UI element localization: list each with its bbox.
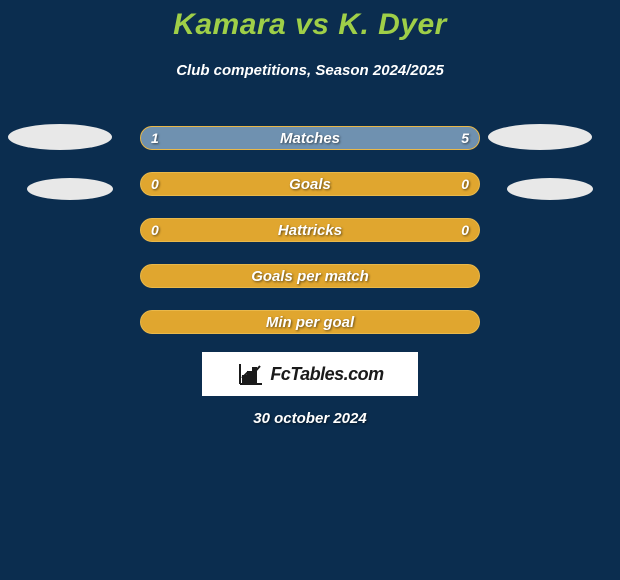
player-photo-placeholder [27,178,113,200]
stat-value-right: 5 [461,127,469,149]
player-photo-placeholder [507,178,593,200]
page-title: Kamara vs K. Dyer [0,0,620,42]
player-photo-placeholder [8,124,112,150]
stat-row: Goals0 0 [140,172,480,196]
fctables-logo-icon [236,360,264,388]
stat-label: Goals per match [141,265,479,287]
stat-label: Matches [141,127,479,149]
brand-text: FcTables.com [270,364,383,385]
player-photo-placeholder [488,124,592,150]
brand-badge: FcTables.com [202,352,418,396]
stat-value-left: 0 [151,173,159,195]
date-stamp: 30 october 2024 [0,410,620,427]
stat-row: Matches1 5 [140,126,480,150]
comparison-canvas: Kamara vs K. Dyer Club competitions, Sea… [0,0,620,580]
stat-label: Min per goal [141,311,479,333]
stat-label: Goals [141,173,479,195]
stat-row: Goals per match [140,264,480,288]
stat-row: Hattricks0 0 [140,218,480,242]
stat-label: Hattricks [141,219,479,241]
stat-value-right: 0 [461,219,469,241]
stat-value-right: 0 [461,173,469,195]
stat-value-left: 0 [151,219,159,241]
stat-rows: Matches15Goals00Hattricks00Goals per mat… [140,126,480,356]
stat-row: Min per goal [140,310,480,334]
subtitle: Club competitions, Season 2024/2025 [0,62,620,79]
stat-value-left: 1 [151,127,159,149]
